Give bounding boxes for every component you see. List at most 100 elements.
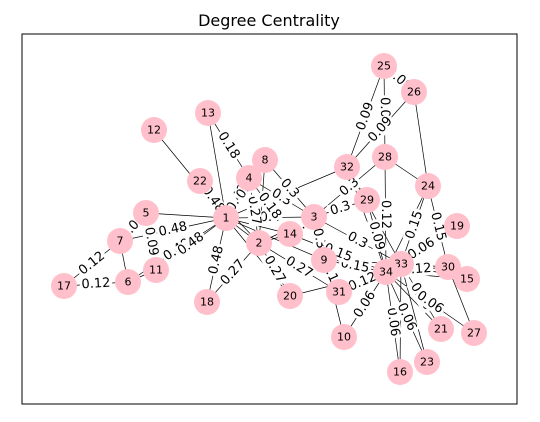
node-23: 23: [414, 349, 440, 375]
node-13: 13: [195, 100, 221, 126]
node-label: 2: [256, 237, 263, 250]
edge-label-27-34: 0.06: [412, 287, 448, 318]
node-34: 34: [373, 259, 399, 285]
edge-label-background: [402, 207, 427, 243]
edge-label-text: 0.12: [81, 276, 111, 293]
node-label: 6: [125, 276, 132, 289]
node-circle: [401, 79, 427, 105]
node-9: 9: [311, 247, 337, 273]
node-circle: [141, 117, 167, 143]
edge-label-background: [350, 287, 380, 322]
node-circle: [331, 324, 357, 350]
edge-label-background: [378, 198, 393, 231]
node-32: 32: [334, 154, 360, 180]
node-label: 27: [467, 327, 481, 340]
edge-label-background: [343, 228, 372, 253]
node-4: 4: [236, 165, 262, 191]
node-label: 20: [283, 290, 297, 303]
edge-label-background: [412, 287, 448, 318]
node-circle: [414, 349, 440, 375]
node-label: 11: [149, 264, 163, 277]
edge-label-background: [155, 219, 191, 240]
node-circle: [326, 279, 352, 305]
node-8: 8: [252, 147, 278, 173]
node-circle: [143, 257, 169, 283]
node-label: 28: [378, 151, 392, 164]
node-16: 16: [387, 359, 413, 385]
node-circle: [311, 247, 337, 273]
chart-title: Degree Centrality: [198, 11, 340, 30]
node-label: 4: [246, 172, 253, 185]
node-14: 14: [277, 221, 303, 247]
edge-23-33: [400, 263, 428, 363]
node-22: 22: [187, 168, 213, 194]
node-26: 26: [401, 79, 427, 105]
edge-24-26: [413, 91, 429, 187]
edge-label-background: [326, 198, 355, 219]
edge-label-background: [74, 247, 110, 280]
node-30: 30: [435, 254, 461, 280]
node-label: 8: [262, 154, 269, 167]
edge-label-background: [173, 228, 209, 260]
edge-label-background: [217, 255, 249, 290]
node-circle: [187, 168, 213, 194]
node-label: 23: [420, 356, 434, 369]
node-label: 13: [201, 107, 215, 120]
edge-label-background: [141, 224, 161, 259]
edge-label-background: [320, 240, 356, 266]
edge-1-5: [145, 212, 227, 219]
node-label: 1: [223, 212, 230, 225]
node-circle: [435, 254, 461, 280]
node-15: 15: [454, 266, 480, 292]
edge-label-1-7: 0.48: [155, 219, 191, 240]
nodes-layer: 1234567891011121314151617181920212223242…: [51, 53, 487, 385]
edge-label-background: [79, 275, 113, 293]
node-circle: [277, 221, 303, 247]
edge-label-background: [404, 234, 439, 264]
node-10: 10: [331, 324, 357, 350]
node-20: 20: [277, 283, 303, 309]
node-label: 15: [460, 273, 474, 286]
node-19: 19: [444, 213, 470, 239]
edge-1-13: [207, 112, 227, 219]
edge-label-text: 0.09: [141, 226, 161, 257]
node-label: 30: [441, 261, 455, 274]
node-circle: [301, 204, 327, 230]
edge-label-background: [267, 185, 296, 210]
node-31: 31: [326, 279, 352, 305]
node-18: 18: [194, 289, 220, 315]
edge-label-text: 0.48: [206, 244, 227, 276]
node-circle: [236, 165, 262, 191]
node-label: 24: [421, 180, 435, 193]
edge-label-background: [365, 218, 388, 254]
node-circle: [133, 200, 159, 226]
edge-label-text: 0.3: [309, 227, 328, 251]
node-circle: [444, 213, 470, 239]
node-28: 28: [372, 144, 398, 170]
node-21: 21: [428, 316, 454, 342]
node-circle: [252, 147, 278, 173]
edge-label-6-17: 0.12: [79, 275, 113, 293]
node-circle: [213, 205, 239, 231]
edge-label-text: 0.48: [157, 219, 188, 240]
node-label: 31: [332, 286, 346, 299]
node-label: 10: [337, 331, 351, 344]
node-11: 11: [143, 257, 169, 283]
node-circle: [372, 144, 398, 170]
node-circle: [461, 320, 487, 346]
node-label: 9: [321, 254, 328, 267]
node-circle: [107, 228, 133, 254]
node-label: 34: [379, 266, 393, 279]
node-7: 7: [107, 228, 133, 254]
node-circle: [195, 100, 221, 126]
node-label: 17: [57, 280, 71, 293]
edge-label-background: [353, 98, 378, 135]
node-circle: [115, 269, 141, 295]
node-29: 29: [354, 187, 380, 213]
edge-label-3-29: 0.3: [326, 198, 355, 219]
edge-label-background: [254, 188, 285, 224]
node-label: 14: [283, 228, 297, 241]
edge-label-background: [260, 251, 289, 288]
edge-label-29-34: 0.09: [365, 218, 388, 254]
node-label: 12: [147, 124, 161, 137]
